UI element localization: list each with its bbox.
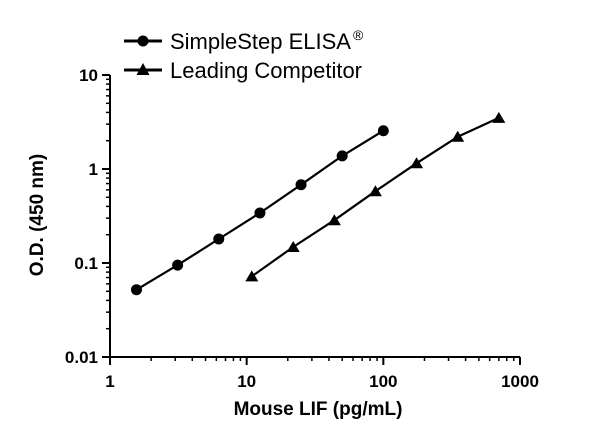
- y-tick-label: 0.1: [74, 254, 98, 273]
- data-point-triangle: [492, 111, 506, 123]
- legend-label-competitor: Leading Competitor: [170, 58, 362, 83]
- data-point-circle: [336, 150, 348, 162]
- y-tick-label: 1: [89, 160, 98, 179]
- x-tick-label: 100: [369, 372, 397, 391]
- axes: 0.01 0.1 1 10 1 10 100 1000: [65, 66, 539, 391]
- legend-marker-simplestep: [137, 35, 149, 47]
- data-point-triangle: [368, 185, 382, 197]
- data-point-triangle: [245, 270, 259, 282]
- data-point-circle: [377, 125, 389, 137]
- legend-marker-competitor: [136, 63, 150, 75]
- x-tick-label: 1000: [501, 372, 539, 391]
- x-tick-label: 1: [105, 372, 114, 391]
- data-point-circle: [213, 233, 225, 245]
- y-tick-label: 0.01: [65, 348, 98, 367]
- plot-area: [130, 111, 506, 296]
- x-axis-title: Mouse LIF (pg/mL): [234, 399, 403, 420]
- data-point-circle: [172, 259, 184, 271]
- data-point-triangle: [327, 214, 341, 226]
- data-point-circle: [254, 207, 266, 219]
- legend: SimpleStep ELISA ® Leading Competitor: [124, 27, 364, 83]
- data-point-triangle: [410, 157, 424, 169]
- y-axis-title: O.D. (450 nm): [27, 154, 48, 276]
- data-point-circle: [130, 284, 142, 296]
- data-point-triangle: [286, 240, 300, 252]
- legend-label-simplestep: SimpleStep ELISA ®: [170, 27, 364, 54]
- data-point-triangle: [451, 130, 465, 142]
- x-tick-label: 10: [237, 372, 256, 391]
- y-tick-label: 10: [79, 66, 98, 85]
- data-point-circle: [295, 179, 307, 191]
